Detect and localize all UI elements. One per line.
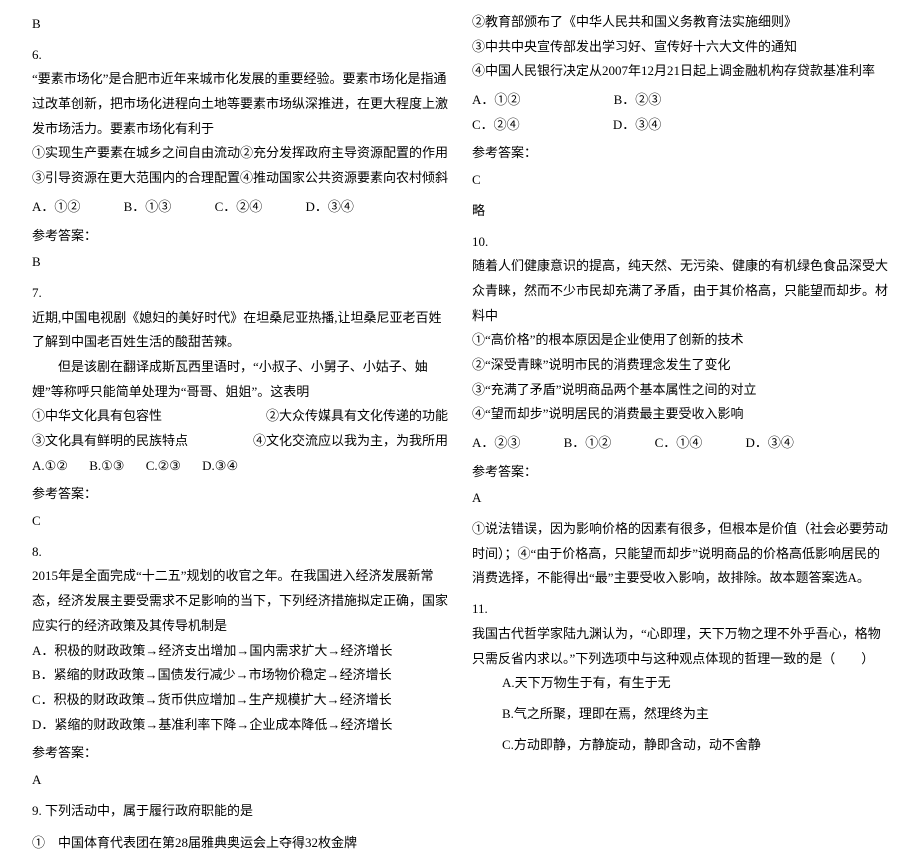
q9-opt4: ④中国人民银行决定从2007年12月21日起上调金融机构存贷款基准利率 <box>472 59 888 84</box>
q6-opt4: ④推动国家公共资源要素向农村倾斜 <box>240 166 448 191</box>
q10-explanation: ①说法错误，因为影响价格的因素有很多，但根本是价值（社会必要劳动时间）；④“由于… <box>472 517 888 591</box>
q11-text: 我国古代哲学家陆九渊认为，“心即理，天下万物之理不外乎吾心，格物只需反省内求以。… <box>472 622 888 671</box>
q6-opt3: ③引导资源在更大范围内的合理配置 <box>32 166 240 191</box>
q8-num: 8. <box>32 540 448 565</box>
q7-ans: C <box>32 509 448 534</box>
q8-ans: A <box>32 768 448 793</box>
q8-ans-label: 参考答案： <box>32 741 448 766</box>
q8-d: D．紧缩的财政政策→基准利率下降→企业成本降低→经济增长 <box>32 713 448 738</box>
q6-ans: B <box>32 250 448 275</box>
q6-opt2: ②充分发挥政府主导资源配置的作用 <box>240 141 448 166</box>
q7-opt2: ②大众传媒具有文化传递的功能 <box>266 404 448 429</box>
prev-answer: B <box>32 12 448 37</box>
q9-note: 略 <box>472 199 888 224</box>
q9-text: 下列活动中，属于履行政府职能的是 <box>45 803 253 818</box>
q10-choices: A．②③ B．①② C．①④ D．③④ <box>472 431 888 456</box>
q9-choices: A．①② B．②③ C．②④ D．③④ <box>472 88 888 137</box>
q9-opt3: ③中共中央宣传部发出学习好、宣传好十六大文件的通知 <box>472 35 888 60</box>
q11-a: A.天下万物生于有，有生于无 <box>502 671 888 696</box>
q7-ans-label: 参考答案： <box>32 482 448 507</box>
q10-ans-label: 参考答案： <box>472 460 888 485</box>
right-column: ②教育部颁布了《中华人民共和国义务教育法实施细则》 ③中共中央宣传部发出学习好、… <box>460 10 900 641</box>
q7-choices: A.①② B.①③ C.②③ D.③④ <box>32 454 448 479</box>
q7-num: 7. <box>32 281 448 306</box>
q6-opt1: ①实现生产要素在城乡之间自由流动 <box>32 141 240 166</box>
q7-p1: 近期,中国电视剧《媳妇的美好时代》在坦桑尼亚热播,让坦桑尼亚老百姓了解到中国老百… <box>32 306 448 355</box>
q9-ans-label: 参考答案： <box>472 141 888 166</box>
q10-opt2: ②“深受青睐”说明市民的消费理念发生了变化 <box>472 353 888 378</box>
q10-opt4: ④“望而却步”说明居民的消费最主要受收入影响 <box>472 402 888 427</box>
question-9: 9. 下列活动中，属于履行政府职能的是 ① 中国体育代表团在第28届雅典奥运会上… <box>32 799 448 856</box>
question-6: 6. “要素市场化”是合肥市近年来城市化发展的重要经验。要素市场化是指通过改革创… <box>32 43 448 275</box>
question-8: 8. 2015年是全面完成“十二五”规划的收官之年。在我国进入经济发展新常态，经… <box>32 540 448 793</box>
left-column: B 6. “要素市场化”是合肥市近年来城市化发展的重要经验。要素市场化是指通过改… <box>20 10 460 641</box>
q6-choices: A．①② B．①③ C．②④ D．③④ <box>32 195 448 220</box>
q7-opt3: ③文化具有鲜明的民族特点 <box>32 429 188 454</box>
q9-opt1: ① 中国体育代表团在第28届雅典奥运会上夺得32枚金牌 <box>32 831 448 856</box>
q8-text: 2015年是全面完成“十二五”规划的收官之年。在我国进入经济发展新常态，经济发展… <box>32 564 448 638</box>
q6-ans-label: 参考答案： <box>32 224 448 249</box>
q11-c: C.方动即静，方静旋动，静即含动，动不舍静 <box>502 733 888 758</box>
question-10: 10. 随着人们健康意识的提高，纯天然、无污染、健康的有机绿色食品深受大众青睐，… <box>472 230 888 592</box>
q10-text: 随着人们健康意识的提高，纯天然、无污染、健康的有机绿色食品深受大众青睐，然而不少… <box>472 254 888 328</box>
q6-text: “要素市场化”是合肥市近年来城市化发展的重要经验。要素市场化是指通过改革创新，把… <box>32 67 448 141</box>
q10-opt1: ①“高价格”的根本原因是企业使用了创新的技术 <box>472 328 888 353</box>
q8-c: C．积极的财政政策→货币供应增加→生产规模扩大→经济增长 <box>32 688 448 713</box>
q7-opt4: ④文化交流应以我为主，为我所用 <box>253 429 448 454</box>
q11-num: 11. <box>472 597 888 622</box>
question-9-continued: ②教育部颁布了《中华人民共和国义务教育法实施细则》 ③中共中央宣传部发出学习好、… <box>472 10 888 224</box>
q9-ans: C <box>472 168 888 193</box>
q7-p2: 但是该剧在翻译成斯瓦西里语时，“小叔子、小舅子、小姑子、妯娌”等称呼只能简单处理… <box>32 355 448 404</box>
q9-opt2: ②教育部颁布了《中华人民共和国义务教育法实施细则》 <box>472 10 888 35</box>
question-7: 7. 近期,中国电视剧《媳妇的美好时代》在坦桑尼亚热播,让坦桑尼亚老百姓了解到中… <box>32 281 448 534</box>
q9-num: 9. <box>32 803 42 818</box>
q10-num: 10. <box>472 230 888 255</box>
q11-b: B.气之所聚，理即在焉，然理终为主 <box>502 702 888 727</box>
question-11: 11. 我国古代哲学家陆九渊认为，“心即理，天下万物之理不外乎吾心，格物只需反省… <box>472 597 888 757</box>
q7-opt1: ①中华文化具有包容性 <box>32 404 162 429</box>
q6-num: 6. <box>32 43 448 68</box>
q8-b: B．紧缩的财政政策→国债发行减少→市场物价稳定→经济增长 <box>32 663 448 688</box>
q10-opt3: ③“充满了矛盾”说明商品两个基本属性之间的对立 <box>472 378 888 403</box>
q10-ans: A <box>472 486 888 511</box>
